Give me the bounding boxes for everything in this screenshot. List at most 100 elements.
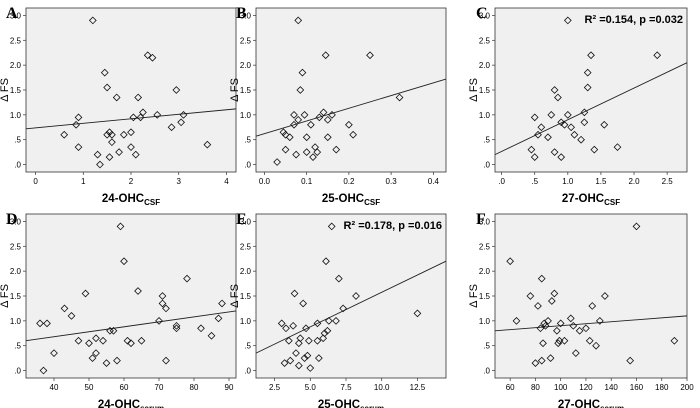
data-point — [600, 120, 609, 129]
data-point — [158, 292, 167, 300]
data-point — [290, 110, 298, 119]
x-tick-label: 3 — [177, 177, 182, 186]
data-point — [309, 153, 317, 161]
x-axis-label-subscript: serum — [600, 404, 624, 408]
data-point — [323, 115, 332, 124]
data-point — [102, 359, 111, 367]
x-axis-label: 25-OHCserum — [318, 399, 384, 408]
panel-letter: B — [236, 5, 247, 22]
y-tick-label: 3.0 — [10, 11, 22, 20]
data-point — [315, 113, 324, 122]
y-tick-label: 1.5 — [10, 292, 22, 301]
data-point — [177, 118, 185, 127]
data-point — [197, 324, 205, 333]
data-point — [583, 68, 592, 77]
x-axis-label: 27-OHCCSF — [562, 193, 620, 207]
y-tick-label: 2.0 — [240, 61, 252, 70]
data-point — [127, 128, 135, 137]
x-tick-label: 1.0 — [562, 177, 574, 186]
regression-annotation: R² =0.178, p =0.016 — [344, 220, 442, 232]
y-tick-label: .5 — [14, 342, 21, 351]
data-point — [352, 292, 360, 300]
data-point — [36, 319, 44, 328]
x-tick-label: 60 — [120, 383, 129, 392]
data-point — [345, 120, 353, 129]
x-tick-label: 140 — [605, 383, 619, 392]
data-point — [313, 148, 322, 156]
y-tick-label: .0 — [244, 161, 251, 170]
data-point — [172, 324, 181, 333]
scatter-panel-e: E .0 .5 1.0 1.5 2.0 2.5 3.0 2.5 5.0 7.5 10.0 12.5 Δ F… — [229, 211, 447, 408]
x-tick-label: 70 — [155, 383, 164, 392]
x-axis-label: 27-OHCserum — [558, 399, 624, 408]
data-point — [541, 321, 550, 330]
data-point — [100, 68, 109, 77]
x-tick-label: 0.2 — [343, 177, 355, 186]
data-point — [587, 51, 595, 60]
data-point — [131, 150, 140, 159]
y-tick-label: .5 — [244, 136, 251, 145]
plot-area — [494, 213, 688, 379]
data-point — [88, 16, 97, 25]
data-point — [139, 108, 147, 117]
data-point — [162, 304, 170, 313]
data-point — [320, 329, 329, 338]
data-point — [129, 113, 138, 122]
data-point — [281, 130, 290, 139]
y-tick-label: 2.0 — [479, 61, 491, 70]
x-tick-label: 2 — [129, 177, 134, 186]
data-point — [539, 339, 547, 348]
plot-area — [25, 7, 237, 173]
data-point — [294, 361, 303, 370]
data-point — [595, 316, 604, 325]
data-point — [570, 130, 579, 139]
data-point — [43, 319, 51, 328]
data-point — [285, 133, 294, 142]
panel-letter: A — [6, 5, 18, 22]
data-point — [72, 120, 80, 129]
x-axis-label-main: 27-OHC — [558, 399, 600, 408]
data-point — [580, 118, 589, 127]
data-point — [302, 133, 311, 142]
data-point — [273, 158, 281, 166]
data-point — [314, 354, 323, 362]
data-point — [536, 324, 545, 333]
x-axis-label: 25-OHCCSF — [322, 193, 380, 207]
data-point — [74, 336, 83, 345]
data-point — [590, 145, 599, 154]
scatter-panel-b: B .0 .5 1.0 1.5 2.0 2.5 3.0 0.0 0.1 0.2 0.3 0.4 Δ FS 2… — [229, 5, 447, 207]
data-point — [92, 349, 100, 358]
data-point — [294, 339, 303, 348]
data-point — [281, 145, 290, 154]
data-point — [296, 86, 305, 94]
y-tick-label: .0 — [483, 367, 490, 376]
y-axis-label: Δ FS — [468, 284, 480, 308]
x-tick-label: 10.0 — [374, 383, 390, 392]
y-tick-label: 1.0 — [479, 317, 491, 326]
x-tick-label: 2.0 — [628, 177, 640, 186]
plot-area — [255, 7, 447, 173]
y-tick-label: .0 — [483, 161, 490, 170]
scatter-panel-c: C .0 .5 1.0 1.5 2.0 2.5 3.0 .0 .5 1.0 1.5 2.0 2.5 Δ FS… — [468, 5, 688, 207]
data-point — [92, 334, 100, 343]
data-point — [307, 120, 315, 129]
y-tick-label: 2.5 — [479, 36, 491, 45]
data-point — [292, 150, 300, 159]
data-point — [203, 140, 212, 149]
y-axis-label: Δ FS — [468, 78, 480, 102]
data-point — [179, 110, 188, 119]
data-point — [583, 83, 592, 92]
data-point — [123, 336, 132, 345]
y-tick-label: 2.5 — [10, 36, 22, 45]
data-point — [550, 289, 559, 298]
data-point — [303, 351, 312, 360]
data-point — [116, 222, 125, 231]
data-point — [526, 292, 535, 300]
x-tick-label: 1 — [81, 177, 86, 186]
x-tick-label: 1.5 — [595, 177, 607, 186]
plot-area — [494, 7, 688, 173]
data-point — [313, 336, 322, 345]
x-tick-label: 200 — [680, 383, 694, 392]
data-point — [112, 93, 121, 102]
data-point — [553, 326, 561, 335]
